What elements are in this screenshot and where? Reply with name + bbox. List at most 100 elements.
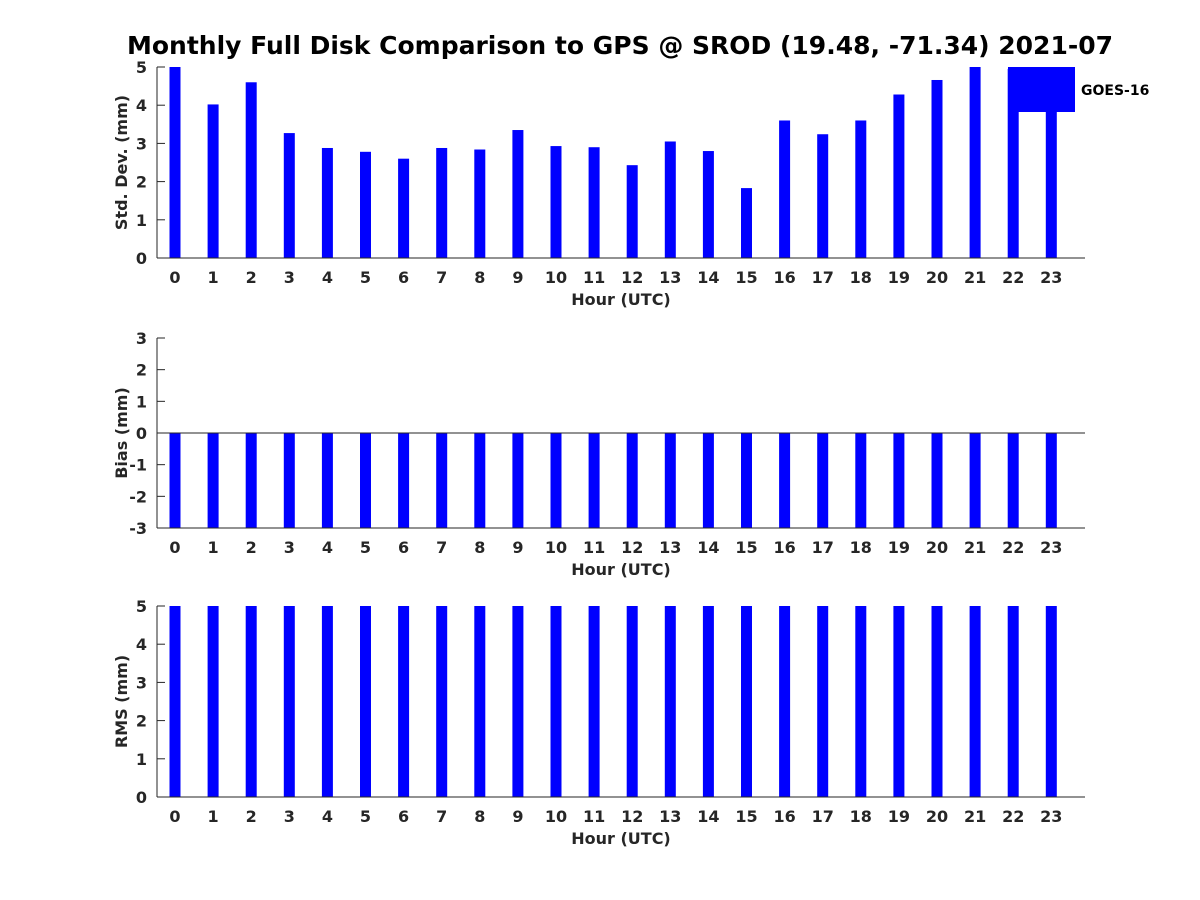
bias-bar-21 (969, 433, 981, 528)
std-dev-bar-11 (588, 147, 600, 258)
bias-bar-10 (550, 433, 562, 528)
bias-y-tick-label: -2 (129, 487, 147, 506)
bias-y-tick-label: -3 (129, 519, 147, 538)
rms-x-tick-label: 9 (512, 807, 523, 826)
bias-bar-7 (436, 433, 448, 528)
std-dev-x-tick-label: 10 (545, 268, 567, 287)
std-dev-bar-15 (741, 188, 752, 258)
bias-bar-12 (626, 433, 638, 528)
rms-x-tick-label: 8 (474, 807, 485, 826)
rms-x-tick-label: 12 (621, 807, 643, 826)
std-dev-bar-17 (817, 134, 829, 258)
std-dev-x-tick-label: 16 (773, 268, 795, 287)
std-dev-x-tick-label: 6 (398, 268, 409, 287)
bias-x-tick-label: 22 (1002, 538, 1024, 557)
rms-bar-16 (779, 606, 791, 797)
std-dev-bar-23 (1045, 67, 1057, 258)
legend-swatch (1008, 67, 1075, 112)
rms-bar-1 (207, 606, 219, 797)
bias-bar-0 (169, 433, 181, 528)
std-dev-x-tick-label: 14 (697, 268, 719, 287)
bias-bar-19 (893, 433, 905, 528)
bias-x-tick-label: 9 (512, 538, 523, 557)
bias-bar-20 (931, 433, 943, 528)
rms-bar-13 (664, 606, 676, 797)
rms-x-tick-label: 20 (926, 807, 948, 826)
rms-bar-3 (283, 606, 295, 797)
std-dev-bar-5 (360, 151, 371, 258)
std-dev-bar-6 (398, 158, 410, 258)
bias-x-tick-label: 5 (360, 538, 371, 557)
bias-x-tick-label: 21 (964, 538, 986, 557)
rms-x-tick-label: 1 (208, 807, 219, 826)
bias-bar-18 (855, 433, 867, 528)
std-dev-bar-20 (931, 79, 943, 258)
std-dev-bar-2 (245, 82, 257, 258)
bias-x-tick-label: 19 (888, 538, 910, 557)
std-dev-bar-8 (474, 149, 486, 258)
rms-bar-8 (474, 606, 486, 797)
rms-bar-6 (398, 606, 410, 797)
std-dev-bar-21 (969, 67, 981, 258)
bias-x-tick-label: 0 (169, 538, 180, 557)
bias-x-tick-label: 11 (583, 538, 605, 557)
rms-x-tick-label: 13 (659, 807, 681, 826)
std-dev-bar-7 (436, 147, 448, 258)
std-dev-x-tick-label: 12 (621, 268, 643, 287)
std-dev-x-axis-label: Hour (UTC) (571, 290, 671, 309)
std-dev-y-tick-label: 3 (136, 134, 147, 153)
rms-x-tick-label: 14 (697, 807, 719, 826)
bias-y-tick-label: -1 (129, 456, 147, 475)
rms-y-tick-label: 0 (136, 788, 147, 807)
rms-x-tick-label: 6 (398, 807, 409, 826)
bias-x-tick-label: 4 (322, 538, 333, 557)
bias-y-tick-label: 2 (136, 361, 147, 380)
bias-x-tick-label: 18 (850, 538, 872, 557)
rms-x-tick-label: 23 (1040, 807, 1062, 826)
std-dev-x-tick-label: 11 (583, 268, 605, 287)
std-dev-x-tick-label: 13 (659, 268, 681, 287)
std-dev-y-tick-label: 2 (136, 173, 147, 192)
rms-y-tick-label: 5 (136, 597, 147, 616)
bias-bar-13 (664, 433, 676, 528)
std-dev-bar-9 (512, 130, 524, 258)
bias-bar-11 (588, 433, 600, 528)
std-dev-bar-19 (893, 94, 905, 258)
std-dev-x-tick-label: 4 (322, 268, 333, 287)
rms-x-tick-label: 5 (360, 807, 371, 826)
bias-bar-6 (398, 433, 410, 528)
bias-x-tick-label: 13 (659, 538, 681, 557)
bias-y-tick-label: 1 (136, 392, 147, 411)
rms-bar-19 (893, 606, 905, 797)
rms-bar-0 (169, 606, 181, 797)
rms-x-tick-label: 7 (436, 807, 447, 826)
rms-x-axis-label: Hour (UTC) (571, 829, 671, 848)
std-dev-y-tick-label: 1 (136, 211, 147, 230)
std-dev-x-tick-label: 5 (360, 268, 371, 287)
std-dev-x-tick-label: 3 (284, 268, 295, 287)
bias-x-tick-label: 16 (773, 538, 795, 557)
rms-x-tick-label: 10 (545, 807, 567, 826)
bias-bar-14 (702, 433, 714, 528)
rms-bar-23 (1045, 606, 1057, 797)
std-dev-bar-4 (321, 147, 333, 258)
legend-label: GOES-16 (1081, 83, 1149, 99)
bias-x-tick-label: 6 (398, 538, 409, 557)
std-dev-y-axis-label: Std. Dev. (mm) (112, 95, 131, 230)
rms-bar-17 (817, 606, 829, 797)
rms-y-tick-label: 4 (136, 635, 147, 654)
bias-x-tick-label: 10 (545, 538, 567, 557)
rms-y-tick-label: 2 (136, 712, 147, 731)
bias-y-axis-label: Bias (mm) (112, 387, 131, 479)
bias-bar-1 (207, 433, 219, 528)
std-dev-bar-16 (779, 120, 791, 258)
rms-bar-22 (1007, 606, 1019, 797)
bias-x-tick-label: 3 (284, 538, 295, 557)
std-dev-x-tick-label: 8 (474, 268, 485, 287)
bias-bar-16 (779, 433, 791, 528)
rms-x-tick-label: 17 (812, 807, 834, 826)
rms-bar-15 (741, 606, 752, 797)
rms-x-tick-label: 3 (284, 807, 295, 826)
bias-bar-8 (474, 433, 486, 528)
